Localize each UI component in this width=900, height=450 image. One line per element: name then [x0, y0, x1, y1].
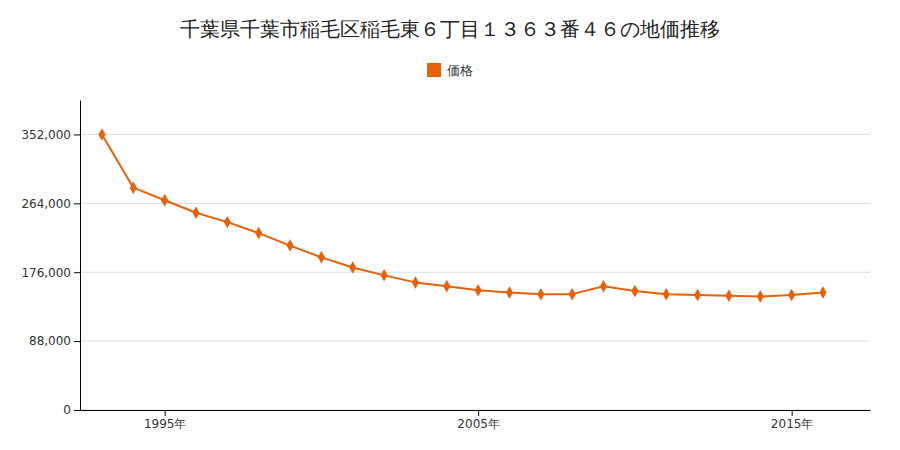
- tick-mark: [74, 341, 80, 342]
- grid-line: [80, 272, 870, 273]
- tick: 264,000: [21, 197, 80, 211]
- marks: [98, 128, 826, 303]
- point: [224, 216, 231, 228]
- axis-line: [81, 410, 871, 411]
- point: [161, 194, 168, 206]
- tick-mark: [74, 134, 80, 135]
- tick-mark: [165, 410, 166, 416]
- point: [600, 280, 607, 292]
- grid-line: [80, 203, 870, 204]
- point: [694, 289, 701, 301]
- tick-label: 1995年: [144, 417, 187, 431]
- point: [443, 280, 450, 292]
- tick: 176,000: [21, 266, 80, 280]
- tick: 352,000: [21, 128, 80, 142]
- tick-label: 264,000: [21, 197, 71, 211]
- point: [380, 269, 387, 281]
- point: [631, 285, 638, 297]
- grid-line: [80, 341, 870, 342]
- point: [788, 289, 795, 301]
- point: [130, 181, 137, 193]
- tick-label: 352,000: [21, 128, 71, 142]
- tick: 88,000: [29, 334, 80, 348]
- point: [286, 239, 293, 251]
- tick: 2005年: [457, 410, 500, 431]
- tick-mark: [74, 272, 80, 273]
- plot-area: 1995年 2005年 2015年 0 88,000 176,000 264,000 352,…: [21, 101, 870, 431]
- point: [506, 286, 513, 298]
- grid: [80, 134, 870, 410]
- point: [663, 288, 670, 300]
- tick-mark: [478, 410, 479, 416]
- grid-line: [80, 134, 870, 135]
- x-axis: 1995年 2005年 2015年: [81, 410, 871, 431]
- grid-line: [80, 410, 870, 411]
- tick-mark: [792, 410, 793, 416]
- tick: 0: [63, 403, 80, 417]
- legend-item: 価格: [427, 63, 473, 78]
- legend-label: 価格: [447, 63, 473, 78]
- point: [412, 276, 419, 288]
- tick-label: 2015年: [771, 417, 814, 431]
- point: [475, 284, 482, 296]
- point: [98, 128, 105, 140]
- y-axis: 0 88,000 176,000 264,000 352,000: [21, 101, 80, 418]
- point: [255, 227, 262, 239]
- legend-swatch: [427, 63, 441, 77]
- chart: 1995年 2005年 2015年 0 88,000 176,000 264,000 352,…: [0, 0, 900, 450]
- tick-mark: [74, 203, 80, 204]
- tick-label: 176,000: [21, 266, 71, 280]
- tick-label: 88,000: [29, 334, 71, 348]
- tick-mark: [74, 410, 80, 411]
- axis-line: [80, 101, 81, 411]
- point: [349, 261, 356, 273]
- point: [725, 289, 732, 301]
- point: [757, 290, 764, 302]
- title: 千葉県千葉市稲毛区稲毛東６丁目１３６３番４６の地価推移: [180, 17, 720, 41]
- tick-label: 2005年: [457, 417, 500, 431]
- tick: 2015年: [771, 410, 814, 431]
- point: [318, 251, 325, 263]
- legend: 価格: [427, 63, 473, 78]
- point: [192, 206, 199, 218]
- line: [102, 134, 823, 296]
- point: [569, 288, 576, 300]
- tick: 1995年: [144, 410, 187, 431]
- tick-label: 0: [63, 403, 71, 417]
- point: [537, 288, 544, 300]
- point: [819, 286, 826, 298]
